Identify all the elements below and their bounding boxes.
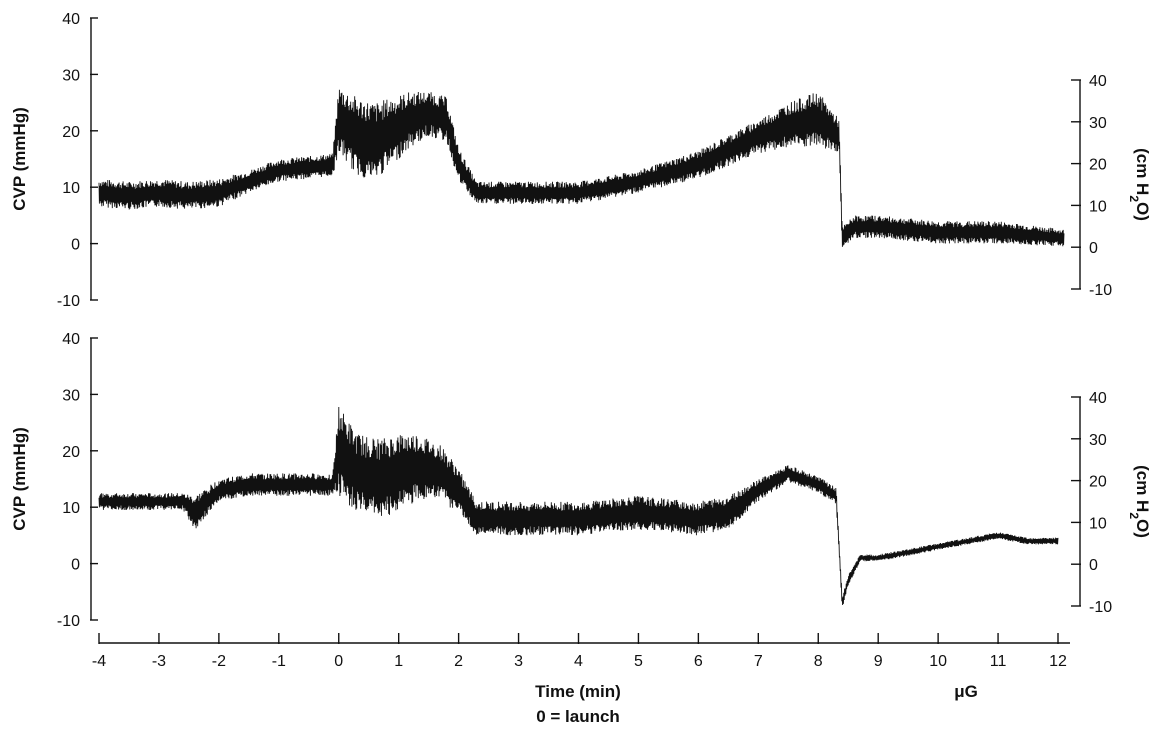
bottom-left-tick-label: 10: [62, 500, 80, 517]
x-tick-label: -1: [272, 653, 286, 670]
top-left-tick-label: 30: [62, 67, 80, 84]
bottom-left-tick-label: -10: [57, 613, 80, 630]
top-ylabel-left: CVP (mmHg): [10, 107, 29, 211]
top-left-tick-label: 20: [62, 124, 80, 141]
x-tick-label: 1: [394, 653, 403, 670]
bottom-right-tick-label: -10: [1089, 599, 1112, 616]
top-left-tick-label: -10: [57, 293, 80, 310]
microgravity-label: μG: [954, 682, 978, 701]
bottom-left-tick-label: 40: [62, 331, 80, 348]
x-tick-label: 10: [929, 653, 947, 670]
top-right-tick-label: 10: [1089, 198, 1107, 215]
bottom-right-tick-label: 0: [1089, 557, 1098, 574]
x-tick-label: 4: [574, 653, 583, 670]
bottom-right-tick-label: 30: [1089, 432, 1107, 449]
x-tick-label: 0: [334, 653, 343, 670]
bottom-ylabel-right: (cm H2O): [1127, 465, 1152, 538]
bottom-cvp-trace: [98, 406, 1059, 606]
bottom-left-tick-label: 0: [71, 557, 80, 574]
bottom-ylabel-left: CVP (mmHg): [10, 427, 29, 531]
bottom-left-tick-label: 20: [62, 444, 80, 461]
x-axis-subtitle: 0 = launch: [536, 707, 620, 726]
x-tick-label: 5: [634, 653, 643, 670]
top-ylabel-right: (cm H2O): [1127, 148, 1152, 221]
top-right-tick-label: -10: [1089, 282, 1112, 299]
x-tick-label: 9: [874, 653, 883, 670]
x-tick-label: 12: [1049, 653, 1067, 670]
x-axis-title: Time (min): [535, 682, 621, 701]
top-cvp-trace: [98, 89, 1065, 247]
top-left-tick-label: 10: [62, 180, 80, 197]
x-tick-label: -3: [152, 653, 166, 670]
x-tick-label: 3: [514, 653, 523, 670]
x-tick-label: 6: [694, 653, 703, 670]
top-left-tick-label: 40: [62, 11, 80, 28]
top-left-tick-label: 0: [71, 237, 80, 254]
bottom-right-tick-label: 10: [1089, 515, 1107, 532]
bottom-left-tick-label: 30: [62, 387, 80, 404]
x-tick-label: 11: [990, 653, 1007, 670]
bottom-right-tick-label: 20: [1089, 474, 1107, 491]
bottom-right-tick-label: 40: [1089, 390, 1107, 407]
top-right-tick-label: 40: [1089, 73, 1107, 90]
top-right-tick-label: 20: [1089, 157, 1107, 174]
x-tick-label: -2: [212, 653, 226, 670]
x-tick-label: 2: [454, 653, 463, 670]
top-right-tick-label: 0: [1089, 240, 1098, 257]
x-tick-label: 7: [754, 653, 763, 670]
top-right-tick-label: 30: [1089, 115, 1107, 132]
x-tick-label: -4: [92, 653, 106, 670]
x-tick-label: 8: [814, 653, 823, 670]
